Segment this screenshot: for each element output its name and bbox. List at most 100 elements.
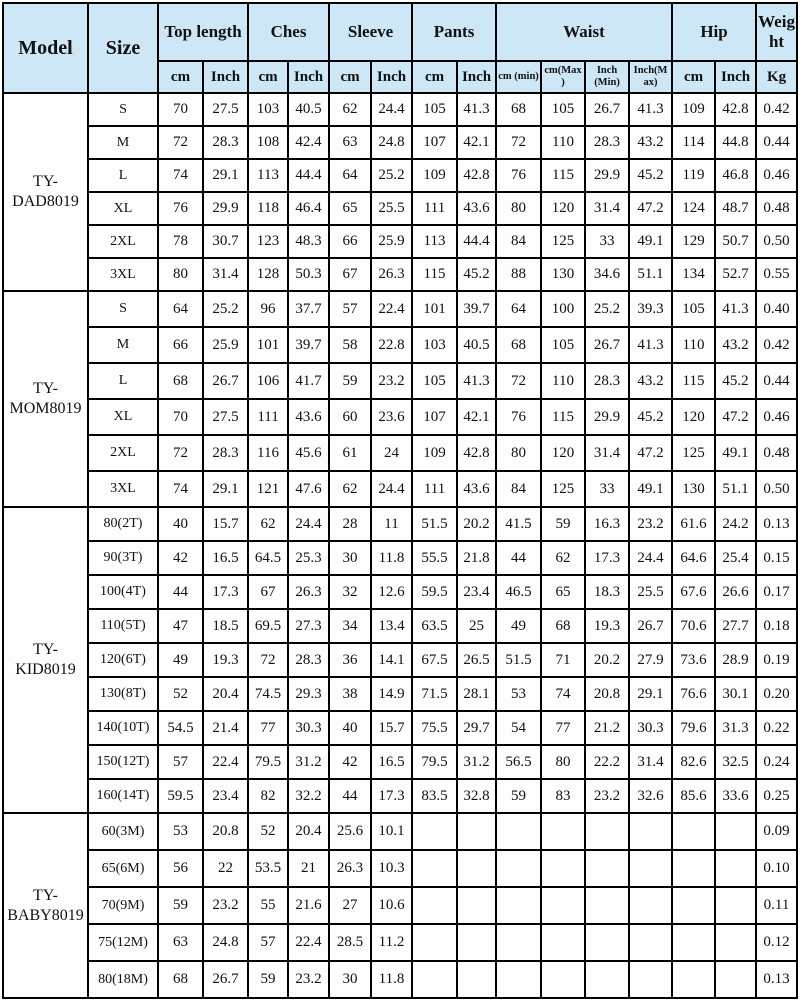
value-cell: 30.3 <box>628 710 674 746</box>
value-cell: 24.2 <box>714 506 758 542</box>
value-cell: 25.3 <box>287 540 331 576</box>
value-cell: 101 <box>247 326 290 364</box>
value-cell: 45.2 <box>628 158 674 193</box>
value-cell: 0.19 <box>755 642 799 678</box>
value-cell: 0.24 <box>755 744 799 780</box>
value-cell: 22.2 <box>584 744 631 780</box>
size-cell: 80(2T) <box>87 506 159 542</box>
value-cell: 23.6 <box>370 398 414 436</box>
value-cell <box>495 960 543 999</box>
value-cell: 21.6 <box>287 886 331 925</box>
value-cell: 60 <box>328 398 373 436</box>
value-cell <box>456 960 498 999</box>
value-cell: 105 <box>671 290 717 328</box>
value-cell: 64.6 <box>671 540 717 576</box>
header-unit: cm <box>157 60 204 94</box>
value-cell: 113 <box>247 158 290 193</box>
value-cell: 125 <box>671 434 717 472</box>
value-cell: 0.44 <box>755 125 799 160</box>
value-cell: 10.1 <box>370 812 414 851</box>
table-row: TY-DAD8019 S 70 27.5 103 40.5 62 24.4 105 41.3 68 1… <box>2 92 799 292</box>
value-cell: 67 <box>247 574 290 610</box>
value-cell: 103 <box>247 92 290 127</box>
value-cell: 42 <box>328 744 373 780</box>
value-cell: 26.3 <box>370 257 414 292</box>
value-cell <box>495 812 543 851</box>
value-cell: 20.2 <box>584 642 631 678</box>
value-cell: 70 <box>157 92 204 127</box>
value-cell: 26.6 <box>714 574 758 610</box>
value-cell: 43.2 <box>628 125 674 160</box>
value-cell: 10.3 <box>370 849 414 888</box>
value-cell: 34 <box>328 608 373 644</box>
value-cell: 58 <box>328 326 373 364</box>
value-cell: 63 <box>157 923 204 962</box>
value-cell <box>540 923 587 962</box>
value-cell: 41.3 <box>628 326 674 364</box>
size-cell: XL <box>87 398 159 436</box>
table-row: XL 70 27.5 111 43.6 60 23.6 107 42.1 76 115 29.9 45.… <box>3 398 799 436</box>
value-cell: 52 <box>157 676 204 712</box>
value-cell: 29.9 <box>584 398 631 436</box>
value-cell: 62 <box>247 506 290 542</box>
value-cell <box>714 849 758 888</box>
value-cell: 121 <box>247 470 290 508</box>
value-cell: 111 <box>411 470 459 508</box>
value-cell: 51.1 <box>714 470 758 508</box>
value-cell <box>495 886 543 925</box>
value-cell: 72 <box>495 362 543 400</box>
value-cell <box>584 849 631 888</box>
value-cell: 76 <box>495 158 543 193</box>
value-cell: 25.5 <box>370 191 414 226</box>
value-cell: 29.1 <box>628 676 674 712</box>
value-cell: 40.5 <box>287 92 331 127</box>
value-cell: 29.1 <box>201 470 250 508</box>
value-cell <box>628 960 674 999</box>
header-group-top-length: Top length <box>156 2 250 62</box>
value-cell: 11 <box>370 506 414 542</box>
value-cell: 74 <box>157 470 204 508</box>
value-cell: 36 <box>328 642 373 678</box>
value-cell: 68 <box>495 326 543 364</box>
value-cell <box>671 886 717 925</box>
value-cell: 59 <box>540 506 587 542</box>
value-cell: 11.2 <box>370 923 414 962</box>
value-cell: 26.7 <box>628 608 674 644</box>
value-cell: 28 <box>328 506 373 542</box>
size-cell: M <box>87 125 159 160</box>
size-cell: 100(4T) <box>87 574 159 610</box>
header-row-units: cm Inch cm Inch cm Inch cm Inch cm (min) cm(Max) I… <box>3 60 799 94</box>
value-cell: 32.2 <box>287 778 331 814</box>
value-cell: 39.7 <box>287 326 331 364</box>
size-cell: 75(12M) <box>87 923 159 962</box>
value-cell: 72 <box>157 125 204 160</box>
value-cell <box>411 812 459 851</box>
value-cell: 76 <box>495 398 543 436</box>
value-cell: 70 <box>157 398 204 436</box>
size-cell: 120(6T) <box>87 642 159 678</box>
value-cell: 24.4 <box>287 506 331 542</box>
value-cell: 113 <box>411 224 459 259</box>
value-cell: 78 <box>157 224 204 259</box>
value-cell: 123 <box>247 224 290 259</box>
value-cell <box>714 812 758 851</box>
value-cell: 27.7 <box>714 608 758 644</box>
value-cell: 49 <box>495 608 543 644</box>
value-cell: 31.2 <box>456 744 498 780</box>
value-cell: 11.8 <box>370 540 414 576</box>
value-cell: 28.3 <box>201 125 250 160</box>
value-cell: 29.9 <box>201 191 250 226</box>
size-cell: 80(18M) <box>87 960 159 999</box>
value-cell: 32.5 <box>714 744 758 780</box>
value-cell: 109 <box>671 92 717 127</box>
value-cell: 44 <box>495 540 543 576</box>
value-cell: 15.7 <box>201 506 250 542</box>
value-cell: 80 <box>495 434 543 472</box>
size-cell: M <box>87 326 159 364</box>
value-cell: 0.25 <box>755 778 799 814</box>
value-cell: 74 <box>157 158 204 193</box>
value-cell: 0.13 <box>755 960 799 999</box>
value-cell: 53 <box>157 812 204 851</box>
size-cell: 150(12T) <box>87 744 159 780</box>
